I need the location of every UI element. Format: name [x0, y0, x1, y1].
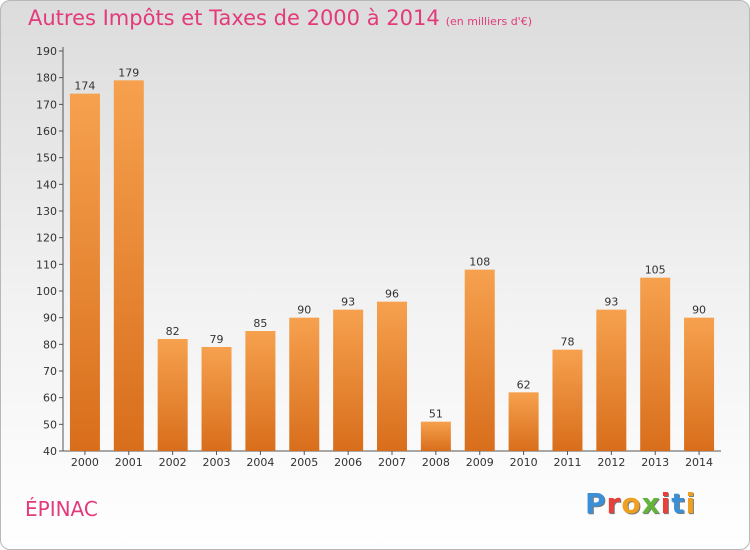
bar: [596, 309, 627, 451]
y-tick-label: 120: [36, 232, 57, 245]
x-tick-label: 2000: [71, 456, 99, 469]
y-tick-label: 150: [36, 152, 57, 165]
bar-value-label: 51: [429, 408, 443, 421]
bar-value-label: 79: [210, 333, 224, 346]
y-tick-label: 40: [43, 445, 57, 458]
bar-value-label: 105: [645, 264, 666, 277]
x-tick-label: 2004: [246, 456, 274, 469]
bar-value-label: 96: [385, 288, 399, 301]
bar: [640, 277, 671, 451]
bar: [113, 80, 144, 451]
bar-value-label: 85: [253, 317, 267, 330]
commune-name: ÉPINAC: [25, 497, 98, 521]
y-tick-label: 110: [36, 258, 57, 271]
y-tick-label: 90: [43, 312, 57, 325]
y-tick-label: 180: [36, 72, 57, 85]
x-tick-label: 2011: [553, 456, 581, 469]
bar-value-label: 90: [297, 304, 311, 317]
y-tick-label: 160: [36, 125, 57, 138]
bar-value-label: 78: [560, 336, 574, 349]
bar: [245, 331, 276, 451]
logo-letter: P: [585, 487, 607, 520]
x-tick-label: 2001: [115, 456, 143, 469]
title-text: Autres Impôts et Taxes de 2000 à 2014: [28, 6, 440, 30]
x-tick-label: 2003: [203, 456, 231, 469]
x-tick-label: 2014: [685, 456, 713, 469]
x-tick-label: 2012: [597, 456, 625, 469]
y-tick-label: 140: [36, 178, 57, 191]
y-tick-label: 60: [43, 392, 57, 405]
y-tick-label: 130: [36, 205, 57, 218]
x-tick-label: 2005: [290, 456, 318, 469]
bar-value-label: 90: [692, 304, 706, 317]
y-tick-label: 70: [43, 365, 57, 378]
y-tick-label: 170: [36, 98, 57, 111]
bar: [552, 349, 583, 451]
bar-value-label: 174: [74, 80, 95, 93]
logo-letter: r: [606, 487, 622, 520]
logo-letter: t: [671, 487, 686, 520]
bar: [464, 269, 495, 451]
x-tick-label: 2002: [159, 456, 187, 469]
bar: [684, 317, 715, 451]
bar: [69, 93, 100, 452]
bar: [157, 339, 188, 451]
proxiti-logo: Proxiti: [585, 487, 696, 520]
logo-letter: i: [685, 487, 697, 520]
logo-letter: i: [660, 487, 672, 520]
bar-value-label: 62: [517, 378, 531, 391]
bar: [201, 347, 232, 451]
chart-title: Autres Impôts et Taxes de 2000 à 2014 (en…: [28, 6, 532, 30]
x-tick-label: 2006: [334, 456, 362, 469]
logo-letter: x: [641, 487, 661, 520]
unit-label: (en milliers d'€): [445, 15, 532, 28]
x-tick-label: 2009: [466, 456, 494, 469]
bar-value-label: 108: [469, 256, 490, 269]
x-tick-label: 2013: [641, 456, 669, 469]
bar: [508, 392, 539, 451]
bar-value-label: 179: [118, 66, 139, 79]
x-tick-label: 2007: [378, 456, 406, 469]
bar: [289, 317, 320, 451]
bar: [420, 421, 451, 451]
bar-value-label: 93: [341, 296, 355, 309]
x-tick-label: 2008: [422, 456, 450, 469]
bar-value-label: 82: [166, 325, 180, 338]
bar: [377, 301, 407, 451]
y-tick-label: 80: [43, 338, 57, 351]
x-tick-label: 2010: [510, 456, 538, 469]
y-tick-label: 100: [36, 285, 57, 298]
bar-value-label: 93: [604, 296, 618, 309]
logo-letter: o: [621, 487, 642, 520]
bar: [333, 309, 364, 451]
y-tick-label: 50: [43, 418, 57, 431]
y-tick-label: 190: [36, 45, 57, 58]
